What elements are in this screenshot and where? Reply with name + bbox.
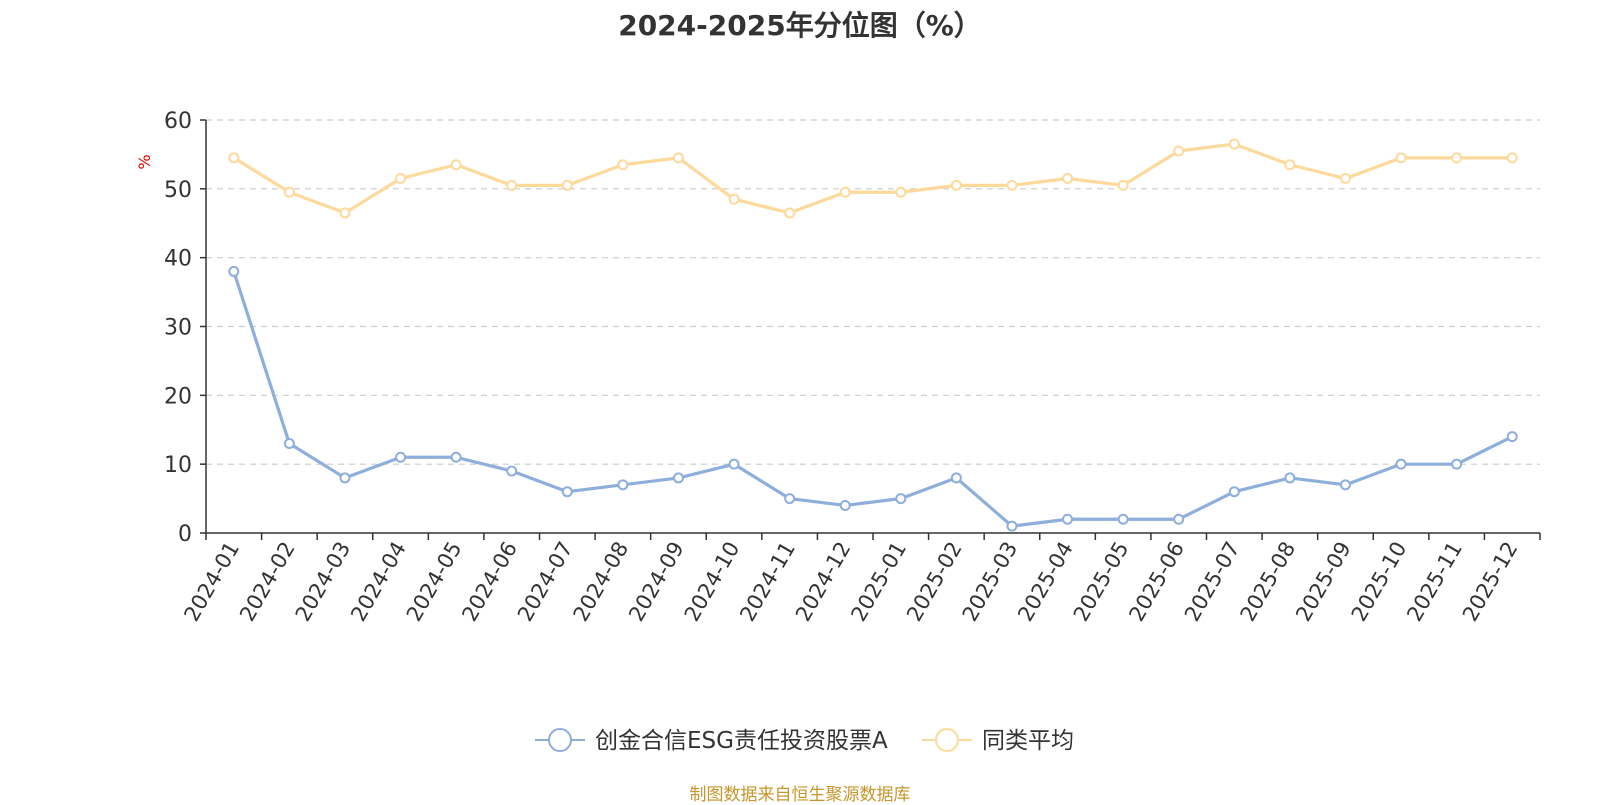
data-point: [1062, 513, 1074, 525]
data-point: [950, 179, 962, 191]
x-tick-label: 2024-05: [402, 538, 467, 626]
data-point: [450, 159, 462, 171]
y-tick-labels: 0 10 20 30 40 50 60: [164, 109, 206, 547]
data-point: [1339, 479, 1351, 491]
x-tick-label: 2024-09: [624, 538, 689, 626]
data-point: [1006, 179, 1018, 191]
data-point: [395, 451, 407, 463]
y-tick-label: 40: [164, 247, 192, 272]
y-tick-label: 10: [164, 453, 192, 478]
source-note: 制图数据来自恒生聚源数据库: [689, 785, 911, 805]
data-point: [228, 152, 240, 164]
data-point: [950, 472, 962, 484]
y-tick-label: 60: [164, 109, 192, 134]
data-point: [1173, 145, 1185, 157]
data-point: [784, 207, 796, 219]
x-tick-label: 2024-06: [457, 538, 522, 626]
x-tick-label: 2025-10: [1347, 538, 1412, 626]
y-tick-label: 20: [164, 384, 192, 409]
data-point: [1284, 159, 1296, 171]
data-point: [561, 179, 573, 191]
data-point: [1451, 458, 1463, 470]
data-point: [672, 472, 684, 484]
grid-lines: [206, 119, 1540, 465]
legend-marker: [935, 728, 959, 752]
data-point: [1506, 431, 1518, 443]
x-tick-label: 2025-12: [1458, 538, 1523, 626]
data-point: [1339, 173, 1351, 185]
x-tick-label: 2024-10: [680, 538, 745, 626]
x-tick-labels: 2024-012024-022024-032024-042024-052024-…: [179, 533, 1541, 626]
data-point: [450, 451, 462, 463]
data-point: [339, 207, 351, 219]
x-tick-label: 2025-09: [1291, 538, 1356, 626]
x-tick-label: 2024-12: [791, 538, 856, 626]
data-point: [506, 179, 518, 191]
data-point: [1228, 138, 1240, 150]
data-point: [895, 493, 907, 505]
data-point: [1228, 486, 1240, 498]
x-tick-label: 2025-06: [1124, 538, 1189, 626]
data-point: [506, 465, 518, 477]
x-tick-label: 2025-05: [1069, 538, 1134, 626]
x-tick-label: 2024-07: [513, 538, 578, 626]
data-point: [1117, 513, 1129, 525]
legend-marker: [548, 728, 572, 752]
x-tick-label: 2024-02: [235, 538, 300, 626]
data-point: [1117, 179, 1129, 191]
data-point: [1284, 472, 1296, 484]
chart-title: 2024-2025年分位图（%）: [618, 9, 982, 42]
series-layer: [228, 138, 1518, 532]
x-tick-label: 2025-04: [1013, 538, 1078, 626]
data-point: [1062, 173, 1074, 185]
data-point: [1173, 513, 1185, 525]
x-tick-label: 2024-04: [346, 538, 411, 626]
data-point: [1506, 152, 1518, 164]
series-line: [232, 142, 1513, 215]
legend-item-1: 创金合信ESG责任投资股票A: [535, 728, 888, 754]
data-point: [228, 265, 240, 277]
series-1: [228, 265, 1518, 532]
series-line: [232, 270, 1513, 528]
data-point: [839, 499, 851, 511]
x-tick-label: 2025-11: [1402, 538, 1467, 626]
y-axis-label: %: [135, 154, 154, 169]
legend-label: 创金合信ESG责任投资股票A: [595, 728, 888, 754]
series-2: [228, 138, 1518, 219]
data-point: [395, 173, 407, 185]
x-tick-label: 2025-02: [902, 538, 967, 626]
data-point: [1395, 458, 1407, 470]
x-tick-label: 2025-01: [846, 538, 911, 626]
x-tick-label: 2024-11: [735, 538, 800, 626]
data-point: [561, 486, 573, 498]
data-point: [283, 186, 295, 198]
legend: 创金合信ESG责任投资股票A 同类平均: [535, 728, 1074, 754]
data-point: [283, 438, 295, 450]
data-point: [1395, 152, 1407, 164]
y-tick-label: 0: [178, 522, 192, 547]
x-tick-label: 2025-07: [1180, 538, 1245, 626]
data-point: [617, 479, 629, 491]
data-point: [839, 186, 851, 198]
x-tick-label: 2024-03: [291, 538, 356, 626]
x-tick-label: 2025-08: [1236, 538, 1301, 626]
data-point: [672, 152, 684, 164]
data-point: [1451, 152, 1463, 164]
x-tick-label: 2024-01: [179, 538, 244, 626]
data-point: [728, 193, 740, 205]
y-tick-label: 30: [164, 316, 192, 341]
y-tick-label: 50: [164, 178, 192, 203]
x-tick-label: 2024-08: [569, 538, 634, 626]
data-point: [728, 458, 740, 470]
x-tick-label: 2025-03: [958, 538, 1023, 626]
data-point: [784, 493, 796, 505]
data-point: [895, 186, 907, 198]
data-point: [339, 472, 351, 484]
data-point: [1006, 520, 1018, 532]
data-point: [617, 159, 629, 171]
legend-label: 同类平均: [982, 728, 1074, 754]
legend-item-2: 同类平均: [922, 728, 1074, 754]
